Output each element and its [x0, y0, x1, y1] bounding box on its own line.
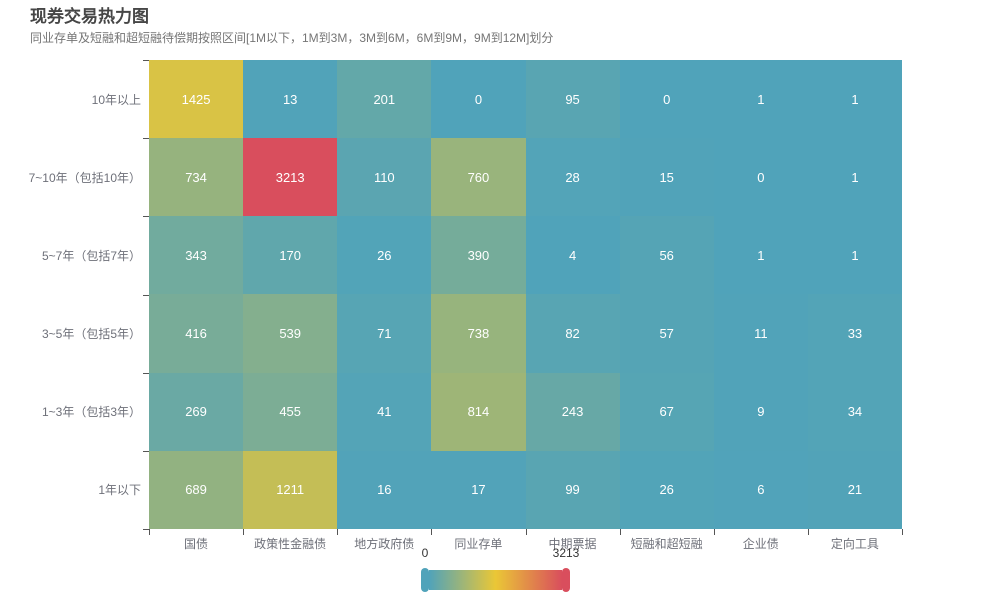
x-axis-label: 同业存单: [454, 537, 503, 551]
heatmap-cell[interactable]: 26: [337, 216, 432, 295]
heatmap-cell[interactable]: 1: [713, 216, 808, 295]
x-axis-label: 地方政府债: [354, 537, 415, 551]
y-axis-label: 7~10年（包括10年）: [28, 170, 141, 185]
heatmap-cell[interactable]: 1: [713, 60, 808, 139]
heatmap-cell[interactable]: 11: [713, 294, 808, 373]
heatmap-cell[interactable]: 1: [807, 138, 902, 217]
x-axis-tick: [243, 529, 245, 535]
heatmap-cell[interactable]: 1425: [149, 60, 244, 139]
heatmap-cell[interactable]: 13: [243, 60, 338, 139]
y-axis-tick: [143, 138, 149, 140]
visualmap-gradient-bar[interactable]: [429, 570, 562, 590]
y-axis-tick: [143, 372, 149, 374]
x-axis-label: 定向工具: [830, 537, 879, 551]
y-axis-tick: [143, 294, 149, 296]
heatmap-cell[interactable]: 4: [525, 216, 620, 295]
heatmap-cell[interactable]: 814: [431, 372, 526, 451]
x-axis-tick: [807, 529, 809, 535]
y-axis-label: 1~3年（包括3年）: [41, 405, 141, 420]
heatmap-cell[interactable]: 6: [713, 450, 808, 529]
x-axis-tick: [902, 529, 903, 535]
visualmap-min-label: 0: [421, 546, 429, 560]
heatmap-cell[interactable]: 26: [619, 450, 714, 529]
heatmap-cell[interactable]: 201: [337, 60, 432, 139]
heatmap-cell[interactable]: 82: [525, 294, 620, 373]
x-axis-tick: [619, 529, 621, 535]
chart-title: 现券交易热力图: [30, 7, 149, 26]
y-axis-label: 1年以下: [98, 483, 141, 498]
y-axis: 10年以上 7~10年（包括10年） 5~7年（包括7年） 3~5年（包括5年） 1~3…: [0, 60, 141, 529]
visualmap-min-handle[interactable]: [421, 568, 429, 592]
y-axis-label: 3~5年（包括5年）: [41, 327, 141, 342]
heatmap-cell[interactable]: 343: [149, 216, 244, 295]
heatmap-cell[interactable]: 170: [243, 216, 338, 295]
x-axis: 国债 政策性金融债 地方政府债 同业存单 中期票据 短融和超短融 企业债 定向工具: [149, 535, 902, 551]
heatmap-cell[interactable]: 269: [149, 372, 244, 451]
heatmap-cell[interactable]: 41: [337, 372, 432, 451]
x-axis-label: 政策性金融债: [254, 537, 327, 551]
heatmap-grid: 1425 13 201 0 95 0 1 1 734 3213 110 760 28 15 0 1 343 170…: [149, 60, 902, 529]
heatmap-cell[interactable]: 0: [713, 138, 808, 217]
x-axis-label: 中期票据: [548, 537, 597, 551]
heatmap-cell[interactable]: 95: [525, 60, 620, 139]
heatmap-cell[interactable]: 21: [807, 450, 902, 529]
heatmap-cell[interactable]: 455: [243, 372, 338, 451]
x-axis-tick: [431, 529, 433, 535]
heatmap-cell[interactable]: 3213: [243, 138, 338, 217]
heatmap-cell[interactable]: 243: [525, 372, 620, 451]
heatmap-cell[interactable]: 34: [807, 372, 902, 451]
x-axis-label: 短融和超短融: [630, 537, 703, 551]
heatmap-cell[interactable]: 99: [525, 450, 620, 529]
heatmap-cell[interactable]: 416: [149, 294, 244, 373]
y-axis-tick: [143, 529, 149, 530]
heatmap-cell[interactable]: 16: [337, 450, 432, 529]
heatmap-cell[interactable]: 1: [807, 60, 902, 139]
heatmap-cell[interactable]: 17: [431, 450, 526, 529]
heatmap-cell[interactable]: 110: [337, 138, 432, 217]
heatmap-cell[interactable]: 689: [149, 450, 244, 529]
heatmap-cell[interactable]: 0: [619, 60, 714, 139]
x-axis-tick: [525, 529, 527, 535]
x-axis-label: 国债: [184, 537, 209, 551]
heatmap-cell[interactable]: 33: [807, 294, 902, 373]
heatmap-cell[interactable]: 57: [619, 294, 714, 373]
y-axis-tick: [143, 450, 149, 452]
heatmap-cell[interactable]: 1: [807, 216, 902, 295]
x-axis-tick: [149, 529, 150, 535]
x-axis-tick: [713, 529, 715, 535]
visualmap-max-handle[interactable]: [562, 568, 570, 592]
heatmap-cell[interactable]: 28: [525, 138, 620, 217]
heatmap-cell[interactable]: 539: [243, 294, 338, 373]
y-axis-label: 10年以上: [91, 92, 141, 107]
visualmap-max-label: 3213: [552, 546, 580, 560]
heatmap-cell[interactable]: 760: [431, 138, 526, 217]
heatmap-cell[interactable]: 71: [337, 294, 432, 373]
heatmap-cell[interactable]: 67: [619, 372, 714, 451]
heatmap-cell[interactable]: 390: [431, 216, 526, 295]
y-axis-tick: [143, 60, 149, 61]
chart-subtitle: 同业存单及短融和超短融待偿期按照区间[1M以下，1M到3M，3M到6M，6M到9…: [30, 31, 554, 45]
x-axis-tick: [337, 529, 339, 535]
heatmap-cell[interactable]: 0: [431, 60, 526, 139]
y-axis-label: 5~7年（包括7年）: [41, 248, 141, 263]
heatmap-cell[interactable]: 734: [149, 138, 244, 217]
heatmap-cell[interactable]: 56: [619, 216, 714, 295]
heatmap-cell[interactable]: 1211: [243, 450, 338, 529]
x-axis-label: 企业债: [742, 537, 779, 551]
y-axis-tick: [143, 216, 149, 218]
heatmap-cell[interactable]: 15: [619, 138, 714, 217]
heatmap-cell[interactable]: 738: [431, 294, 526, 373]
heatmap-cell[interactable]: 9: [713, 372, 808, 451]
